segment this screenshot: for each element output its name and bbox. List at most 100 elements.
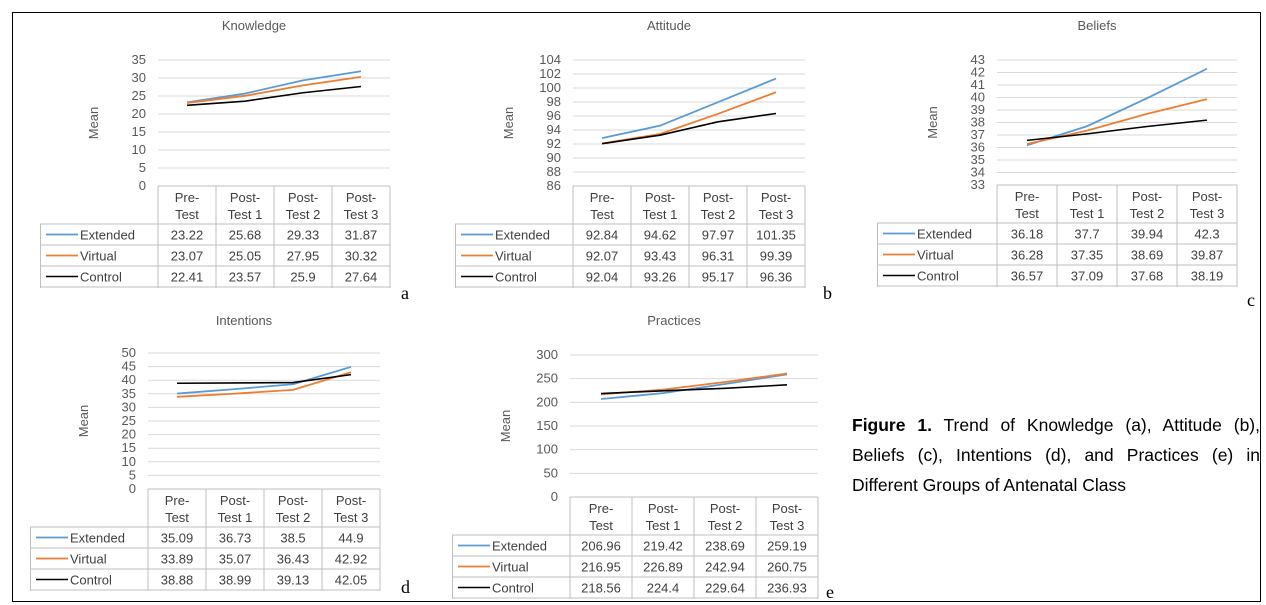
data-label: 37.09 bbox=[1071, 269, 1104, 284]
x-tick-line: Test 3 bbox=[1190, 206, 1225, 221]
y-axis-label: Mean bbox=[76, 405, 91, 438]
y-tick-label: 40 bbox=[971, 90, 985, 105]
data-label: 226.89 bbox=[643, 560, 683, 575]
data-label: 242.94 bbox=[705, 560, 745, 575]
chart-title: Attitude bbox=[647, 18, 691, 33]
x-tick-line: Test 2 bbox=[701, 207, 736, 222]
series-line-extended bbox=[600, 373, 788, 400]
x-tick-label: Post- Test 2 bbox=[701, 190, 736, 222]
data-label: 92.04 bbox=[586, 270, 619, 285]
legend-label: Virtual bbox=[492, 560, 529, 575]
y-tick-label: 100 bbox=[536, 442, 558, 457]
data-label: 224.4 bbox=[647, 581, 680, 596]
x-tick-label: Post- Test 1 bbox=[228, 190, 263, 222]
x-tick-line: Test bbox=[165, 510, 189, 525]
data-label: 23.57 bbox=[229, 270, 262, 285]
data-label: 92.84 bbox=[586, 228, 619, 243]
x-tick-line: Test 1 bbox=[218, 510, 253, 525]
y-tick-label: 102 bbox=[539, 66, 561, 81]
x-tick-line: Post- bbox=[645, 190, 675, 205]
data-label: 38.5 bbox=[280, 531, 305, 546]
data-label: 238.69 bbox=[705, 539, 745, 554]
x-tick-line: Post- bbox=[1072, 189, 1102, 204]
series-line-virtual bbox=[186, 75, 362, 104]
data-label: 95.17 bbox=[702, 270, 735, 285]
legend-label: Control bbox=[80, 270, 122, 285]
chart-practices: Practices Mean 0 50 100 150 200 250 300 Pre-Test P… bbox=[452, 313, 820, 600]
figure-caption: Figure 1. Trend of Knowledge (a), Attitu… bbox=[852, 410, 1260, 500]
caption-text: Trend of Knowledge (a), Attitude (b), Be… bbox=[852, 415, 1260, 495]
x-tick-label: Post- Test 3 bbox=[770, 501, 805, 533]
panel-letter-d: d bbox=[401, 577, 410, 597]
x-tick-label: Post- Test 1 bbox=[643, 190, 678, 222]
data-label: 99.39 bbox=[760, 249, 793, 264]
data-label: 38.19 bbox=[1191, 269, 1224, 284]
y-tick-label: 96 bbox=[547, 108, 561, 123]
data-label: 29.33 bbox=[287, 228, 320, 243]
x-tick-line: Test 2 bbox=[1130, 206, 1165, 221]
y-tick-label: 20 bbox=[122, 427, 136, 442]
y-axis-label: Mean bbox=[925, 106, 940, 139]
panel-letter-b: b bbox=[823, 283, 832, 303]
y-tick-label: 38 bbox=[971, 115, 985, 130]
x-tick-label: Post- Test 1 bbox=[218, 493, 253, 525]
x-tick-line: Post- bbox=[648, 501, 678, 516]
y-tick-label: 41 bbox=[971, 77, 985, 92]
y-tick-label: 45 bbox=[122, 359, 136, 374]
x-tick-label: Post- Test 2 bbox=[276, 493, 311, 525]
x-tick-line: Post- bbox=[336, 493, 366, 508]
data-label: 25.9 bbox=[290, 270, 315, 285]
y-tick-label: 42 bbox=[971, 65, 985, 80]
data-label: 33.89 bbox=[161, 552, 194, 567]
data-label: 31.87 bbox=[345, 228, 378, 243]
data-label: 37.68 bbox=[1131, 269, 1164, 284]
chart-svg: Knowledge Mean 0 5 10 15 20 25 30 35 Pre- Test Post-… bbox=[40, 18, 391, 288]
y-tick-label: 88 bbox=[547, 164, 561, 179]
y-tick-label: 98 bbox=[547, 94, 561, 109]
chart-title: Intentions bbox=[216, 313, 273, 328]
panel-letter-e: e bbox=[826, 582, 834, 602]
x-tick-line: Pre- bbox=[175, 190, 200, 205]
data-label: 30.32 bbox=[345, 249, 378, 264]
x-tick-label: Pre- Test bbox=[165, 493, 190, 525]
series-line-control bbox=[186, 85, 362, 107]
y-tick-label: 36 bbox=[971, 140, 985, 155]
y-tick-label: 33 bbox=[971, 177, 985, 192]
y-tick-label: 40 bbox=[122, 372, 136, 387]
y-tick-label: 50 bbox=[544, 465, 558, 480]
x-tick-label: Post- Test 2 bbox=[708, 501, 743, 533]
x-tick-label: Post- Test 1 bbox=[1070, 189, 1105, 221]
x-tick-line: Post- bbox=[346, 190, 376, 205]
series-line-extended bbox=[186, 70, 362, 104]
chart-intentions: Intentions Mean 0 5 10 15 20 25 30 35 40 45 50 Pre- Te… bbox=[30, 313, 382, 592]
x-tick-line: Pre- bbox=[589, 501, 614, 516]
y-tick-label: 104 bbox=[539, 52, 561, 67]
x-tick-line: Pre- bbox=[590, 190, 615, 205]
data-label: 36.43 bbox=[277, 552, 310, 567]
y-axis-label: Mean bbox=[501, 107, 516, 140]
x-tick-line: Post- bbox=[220, 493, 250, 508]
data-label: 236.93 bbox=[767, 581, 807, 596]
y-tick-label: 35 bbox=[132, 52, 146, 67]
data-label: 42.05 bbox=[335, 573, 368, 588]
x-tick-label: Post- Test 2 bbox=[286, 190, 321, 222]
x-tick-line: Test 3 bbox=[770, 518, 805, 533]
y-tick-label: 90 bbox=[547, 150, 561, 165]
chart-title: Beliefs bbox=[1077, 18, 1117, 33]
data-label: 206.96 bbox=[581, 539, 621, 554]
x-tick-line: Test 2 bbox=[276, 510, 311, 525]
chart-title: Knowledge bbox=[222, 18, 286, 33]
y-tick-label: 100 bbox=[539, 80, 561, 95]
y-tick-label: 20 bbox=[132, 106, 146, 121]
x-tick-line: Post- bbox=[710, 501, 740, 516]
panel-letter-c: c bbox=[1247, 290, 1255, 310]
y-tick-label: 25 bbox=[122, 413, 136, 428]
data-label: 23.07 bbox=[171, 249, 204, 264]
legend-label: Control bbox=[70, 573, 112, 588]
x-tick-line: Test 1 bbox=[643, 207, 678, 222]
data-label: 38.88 bbox=[161, 573, 194, 588]
x-tick-line: Test 3 bbox=[334, 510, 369, 525]
legend-label: Virtual bbox=[80, 249, 117, 264]
chart-attitude: Attitude Mean 86 88 90 92 94 96 98 100 102 104 Pre- T… bbox=[455, 18, 807, 289]
